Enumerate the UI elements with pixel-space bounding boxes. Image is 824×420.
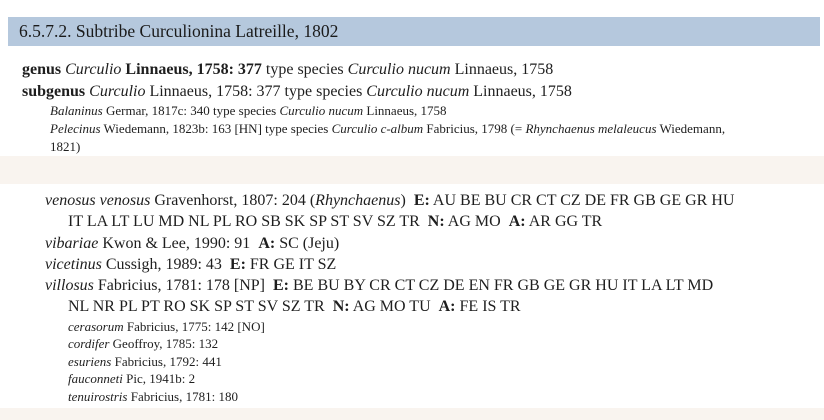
text-line: vicetinus Cussigh, 1989: 43 E: FR GE IT … [45,255,337,273]
text-line: Pelecinus Wiedemann, 1823b: 163 [HN] typ… [50,121,726,136]
section-header-bar: 6.5.7.2. Subtribe Curculionina Latreille… [8,17,820,46]
page-break-band [0,156,824,184]
text-line: Balaninus Germar, 1817c: 340 type specie… [50,103,447,118]
text-line: venosus venosus Gravenhorst, 1807: 204 (… [45,192,735,209]
text-line: villosus Fabricius, 1781: 178 [NP] E: BE… [45,277,714,295]
text-line: tenuirostris Fabricius, 1781: 180 [68,388,238,404]
text-line: genus Curculio Linnaeus, 1758: 377 type … [22,61,554,78]
text-line: NL NR PL PT RO SK SP ST SV SZ TR N: AG M… [68,298,521,316]
text-line: subgenus Curculio Linnaeus, 1758: 377 ty… [22,82,572,100]
text-line: esuriens Fabricius, 1792: 441 [68,353,222,369]
section-header-title: 6.5.7.2. Subtribe Curculionina Latreille… [19,21,339,41]
text-line: cerasorum Fabricius, 1775: 142 [NO] [68,318,265,334]
text-line: 1821) [50,139,81,154]
text-line: cordifer Geoffroy, 1785: 132 [68,336,219,352]
genus-block: genus Curculio Linnaeus, 1758: 377 type … [0,59,824,156]
species-block: venosus venosus Gravenhorst, 1807: 204 (… [0,184,824,408]
text-line: IT LA LT LU MD NL PL RO SB SK SP ST SV S… [68,213,603,231]
text-line: fauconneti Pic, 1941b: 2 [68,371,196,387]
bottom-margin-band [0,408,824,420]
text-line: vibariae Kwon & Lee, 1990: 91 A: SC (Jej… [45,234,340,252]
